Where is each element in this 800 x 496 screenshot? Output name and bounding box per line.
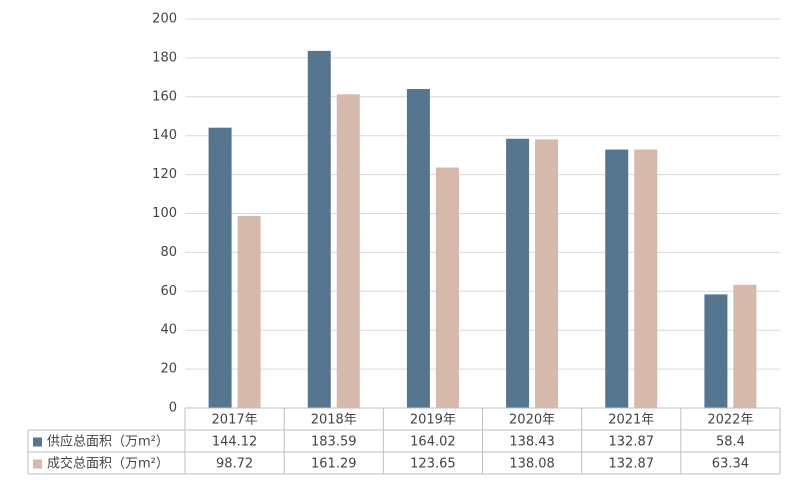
table-cell: 58.4 [716,435,745,450]
table-cell: 183.59 [311,435,357,450]
table-cell: 138.43 [509,435,555,450]
x-tick-label: 2021年 [608,413,654,428]
table-cell: 132.87 [609,457,655,472]
bar [435,167,459,408]
y-tick-label: 200 [152,12,177,27]
legend-label: 供应总面积（万m²） [47,434,169,450]
x-tick-label: 2022年 [707,413,753,428]
bar [406,88,430,408]
bar [208,127,232,409]
bar [336,94,360,408]
legend-label: 成交总面积（万m²） [47,456,169,472]
x-tick-label: 2019年 [410,413,456,428]
bar [733,284,757,408]
y-tick-label: 100 [152,206,177,221]
table-cell: 123.65 [410,457,456,472]
bar [237,215,261,408]
table-cell: 138.08 [509,457,555,472]
table-cell: 144.12 [212,435,258,450]
y-tick-label: 160 [152,89,177,104]
table-cell: 161.29 [311,457,357,472]
bar [704,294,728,408]
y-tick-label: 40 [160,323,177,338]
y-tick-label: 180 [152,50,177,65]
table-cell: 164.02 [410,435,456,450]
legend-swatch [33,437,42,447]
y-tick-label: 20 [160,362,177,377]
bar [506,138,530,408]
y-tick-label: 0 [169,401,177,416]
y-tick-label: 60 [160,284,177,299]
y-tick-label: 140 [152,128,177,143]
y-tick-label: 80 [160,245,177,260]
bar [605,149,629,408]
x-tick-label: 2018年 [311,413,357,428]
bar [307,50,331,408]
bar [535,139,559,409]
x-tick-label: 2017年 [212,413,258,428]
table-cell: 132.87 [609,435,655,450]
table-cell: 98.72 [216,457,253,472]
bar [634,149,658,408]
table-cell: 63.34 [712,457,749,472]
y-tick-label: 120 [152,167,177,182]
legend-swatch [33,459,42,469]
x-tick-label: 2020年 [509,413,555,428]
